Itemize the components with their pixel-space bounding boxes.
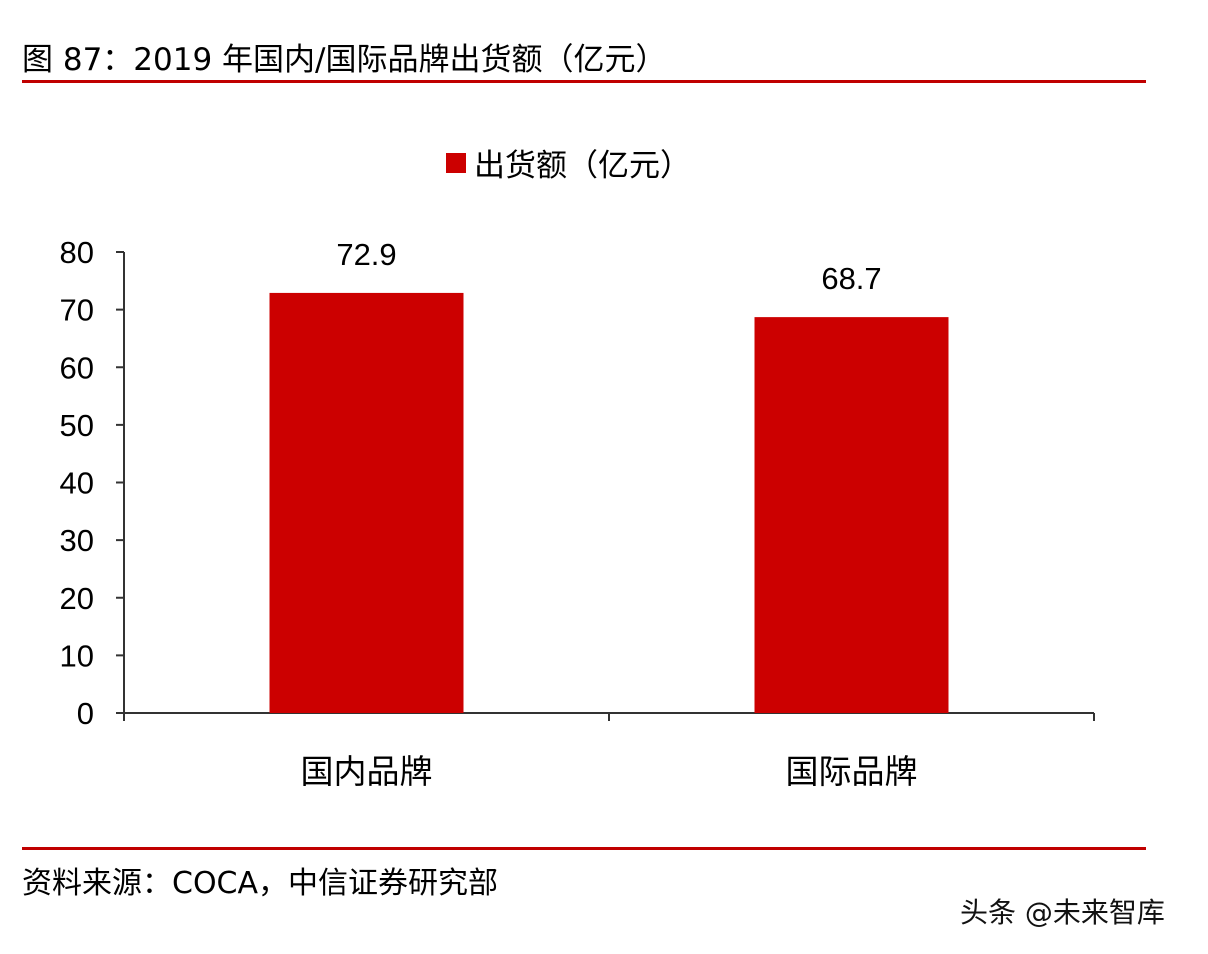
y-tick-label: 60 <box>60 350 94 385</box>
y-tick-label: 30 <box>60 523 94 558</box>
y-tick-label: 40 <box>60 466 94 501</box>
y-tick-label: 10 <box>60 638 94 673</box>
bar-chart: 出货额（亿元） 01020304050607080 72.968.7 国内品牌国… <box>60 148 1095 790</box>
bar <box>269 292 464 713</box>
source-divider <box>22 847 1146 850</box>
legend-label: 出货额（亿元） <box>474 148 691 183</box>
watermark: 头条 @未来智库 <box>960 896 1165 929</box>
source-note: 资料来源：COCA，中信证券研究部 <box>22 866 499 901</box>
data-label: 72.9 <box>336 237 396 272</box>
legend-swatch <box>446 153 466 173</box>
y-tick-label: 50 <box>60 408 94 443</box>
y-tick-label: 80 <box>60 235 94 270</box>
data-label: 68.7 <box>821 261 881 296</box>
category-labels: 国内品牌 国际品牌 <box>301 753 918 790</box>
y-tick-label: 70 <box>60 293 94 328</box>
y-tick-label: 0 <box>77 696 94 731</box>
bar <box>754 317 949 713</box>
figure-title: 图 87：2019 年国内/国际品牌出货额（亿元） <box>22 42 667 78</box>
y-axis: 0 10 20 30 40 50 60 70 80 <box>60 235 125 731</box>
bar-series <box>269 292 949 713</box>
category-label: 国际品牌 <box>786 753 918 790</box>
title-divider <box>22 80 1146 83</box>
legend: 出货额（亿元） <box>446 148 691 183</box>
x-axis <box>116 712 1095 721</box>
category-label: 国内品牌 <box>301 753 433 790</box>
data-labels: 72.9 68.7 <box>336 237 881 296</box>
y-tick-label: 20 <box>60 581 94 616</box>
